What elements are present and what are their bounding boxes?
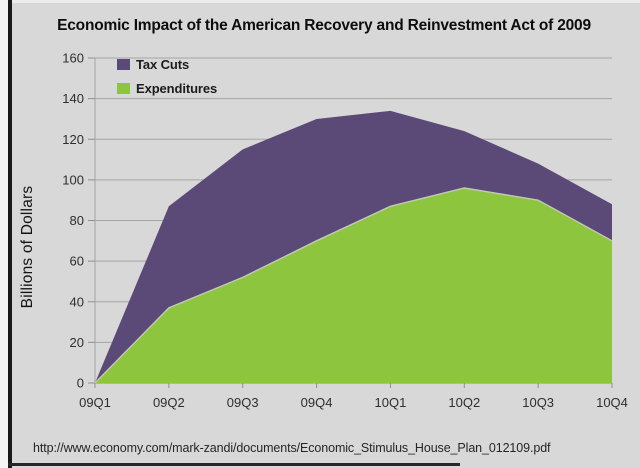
y-tick-label-80: 80 <box>70 213 84 228</box>
x-tick-label-10Q1: 10Q1 <box>375 395 407 410</box>
x-tick-label-09Q1: 09Q1 <box>79 395 111 410</box>
top-edge-highlight <box>12 0 640 3</box>
y-tick-label-100: 100 <box>62 172 84 187</box>
y-tick-label-120: 120 <box>62 132 84 147</box>
legend-label: Tax Cuts <box>136 57 190 72</box>
x-tick-label-10Q2: 10Q2 <box>448 395 480 410</box>
legend-swatch-tax-cuts <box>117 59 130 70</box>
x-tick-label-10Q4: 10Q4 <box>596 395 628 410</box>
left-border-line <box>8 0 12 468</box>
x-tick-label-09Q2: 09Q2 <box>153 395 185 410</box>
legend-item-tax-cuts: Tax Cuts <box>117 56 217 73</box>
y-tick-label-140: 140 <box>62 91 84 106</box>
area-expenditures <box>95 188 612 383</box>
legend-swatch-expenditures <box>117 83 130 94</box>
left-edge-margin <box>0 0 8 468</box>
y-tick-label-40: 40 <box>70 294 84 309</box>
x-tick-label-09Q3: 09Q3 <box>227 395 259 410</box>
source-url-text: http://www.economy.com/mark-zandi/docume… <box>33 441 551 455</box>
legend: Tax Cuts Expenditures <box>117 56 217 104</box>
y-tick-label-0: 0 <box>77 376 84 391</box>
y-tick-label-60: 60 <box>70 254 84 269</box>
legend-label: Expenditures <box>136 81 218 96</box>
bottom-border-line <box>8 463 460 466</box>
y-tick-label-20: 20 <box>70 335 84 350</box>
expenditures-edge-line <box>94 187 613 384</box>
y-tick-label-160: 160 <box>62 51 84 66</box>
chart-title: Economic Impact of the American Recovery… <box>57 17 591 34</box>
legend-item-expenditures: Expenditures <box>117 80 217 97</box>
x-tick-label-09Q4: 09Q4 <box>301 395 333 410</box>
x-tick-label-10Q3: 10Q3 <box>522 395 554 410</box>
